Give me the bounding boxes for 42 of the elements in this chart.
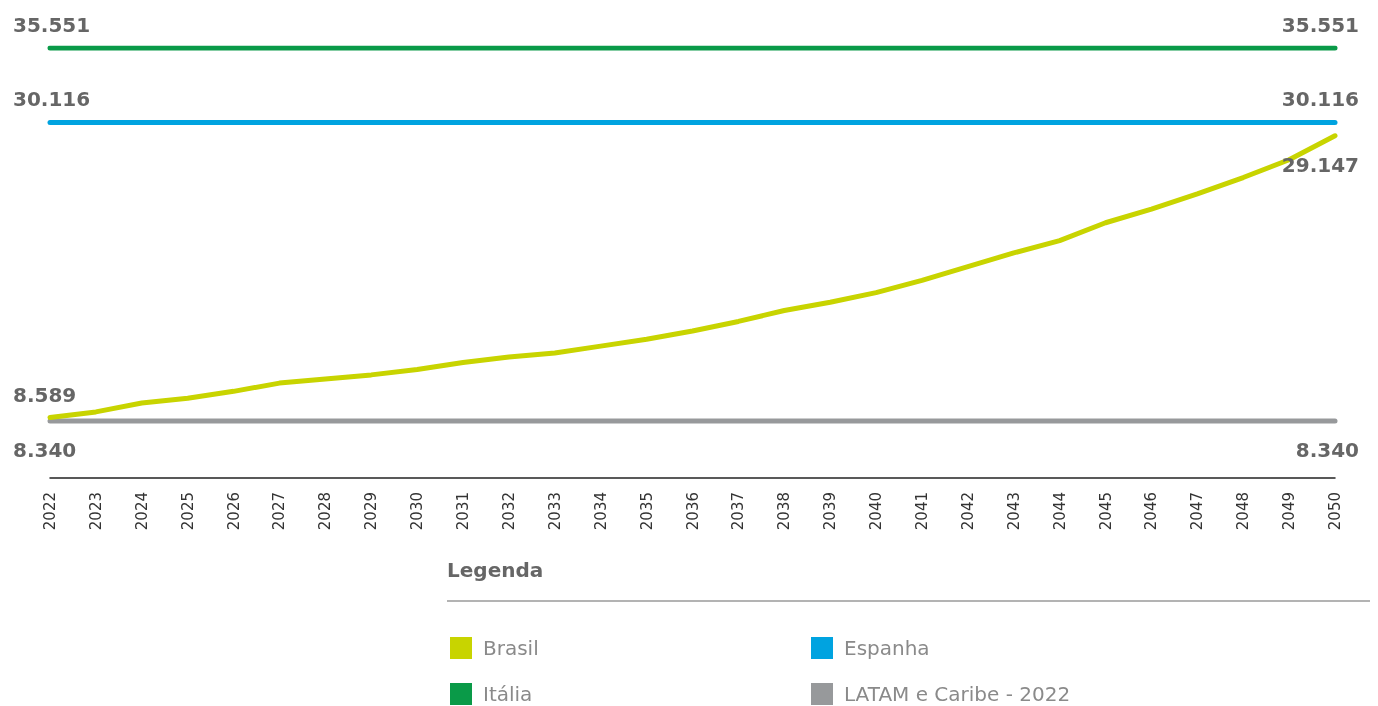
data-label: 35.551 bbox=[13, 13, 91, 37]
data-label: 29.147 bbox=[1281, 152, 1359, 177]
legend-label: Brasil bbox=[483, 636, 539, 660]
x-tick-label: 2024 bbox=[132, 492, 151, 531]
data-label: 8.340 bbox=[1295, 437, 1359, 462]
x-tick-label: 2043 bbox=[1004, 492, 1023, 531]
x-tick-label: 2050 bbox=[1326, 492, 1344, 531]
data-label: 8.589 bbox=[13, 382, 77, 407]
x-tick-label: 2044 bbox=[1050, 492, 1069, 531]
x-tick-label: 2036 bbox=[683, 492, 702, 531]
x-tick-label: 2031 bbox=[454, 492, 473, 531]
x-tick-label: 2023 bbox=[86, 492, 105, 531]
x-tick-label: 2042 bbox=[958, 492, 977, 531]
legend-title: Legenda bbox=[447, 558, 544, 582]
legend-label: Espanha bbox=[844, 636, 930, 660]
x-tick-label: 2038 bbox=[775, 492, 794, 531]
x-tick-label: 2027 bbox=[270, 492, 289, 531]
data-label: 30.116 bbox=[1281, 87, 1359, 112]
x-tick-label: 2034 bbox=[591, 492, 610, 531]
x-tick-label: 2026 bbox=[224, 492, 243, 531]
x-tick-label: 2039 bbox=[821, 492, 840, 531]
x-tick-label: 2041 bbox=[912, 492, 931, 531]
x-tick-label: 2045 bbox=[1096, 492, 1115, 531]
legend-label: LATAM e Caribe - 2022 bbox=[844, 682, 1071, 706]
x-tick-label: 2046 bbox=[1142, 492, 1161, 531]
data-label: 8.340 bbox=[13, 437, 77, 462]
x-tick-label: 2037 bbox=[729, 492, 748, 531]
x-tick-label: 2049 bbox=[1280, 492, 1299, 531]
x-tick-label: 2025 bbox=[178, 492, 197, 531]
x-tick-label: 2022 bbox=[41, 492, 59, 531]
x-tick-label: 2028 bbox=[316, 492, 335, 531]
x-tick-label: 2047 bbox=[1188, 492, 1207, 531]
x-tick-label: 2035 bbox=[637, 492, 656, 531]
data-label: 35.551 bbox=[1281, 13, 1359, 37]
x-tick-label: 2030 bbox=[408, 492, 427, 531]
x-tick-label: 2048 bbox=[1234, 492, 1253, 531]
x-tick-label: 2029 bbox=[362, 492, 381, 531]
x-tick-label: 2040 bbox=[867, 492, 886, 531]
data-label: 30.116 bbox=[13, 87, 91, 112]
x-tick-label: 2032 bbox=[499, 492, 518, 531]
x-tick-label: 2033 bbox=[545, 492, 564, 531]
legend-label: Itália bbox=[483, 682, 533, 706]
